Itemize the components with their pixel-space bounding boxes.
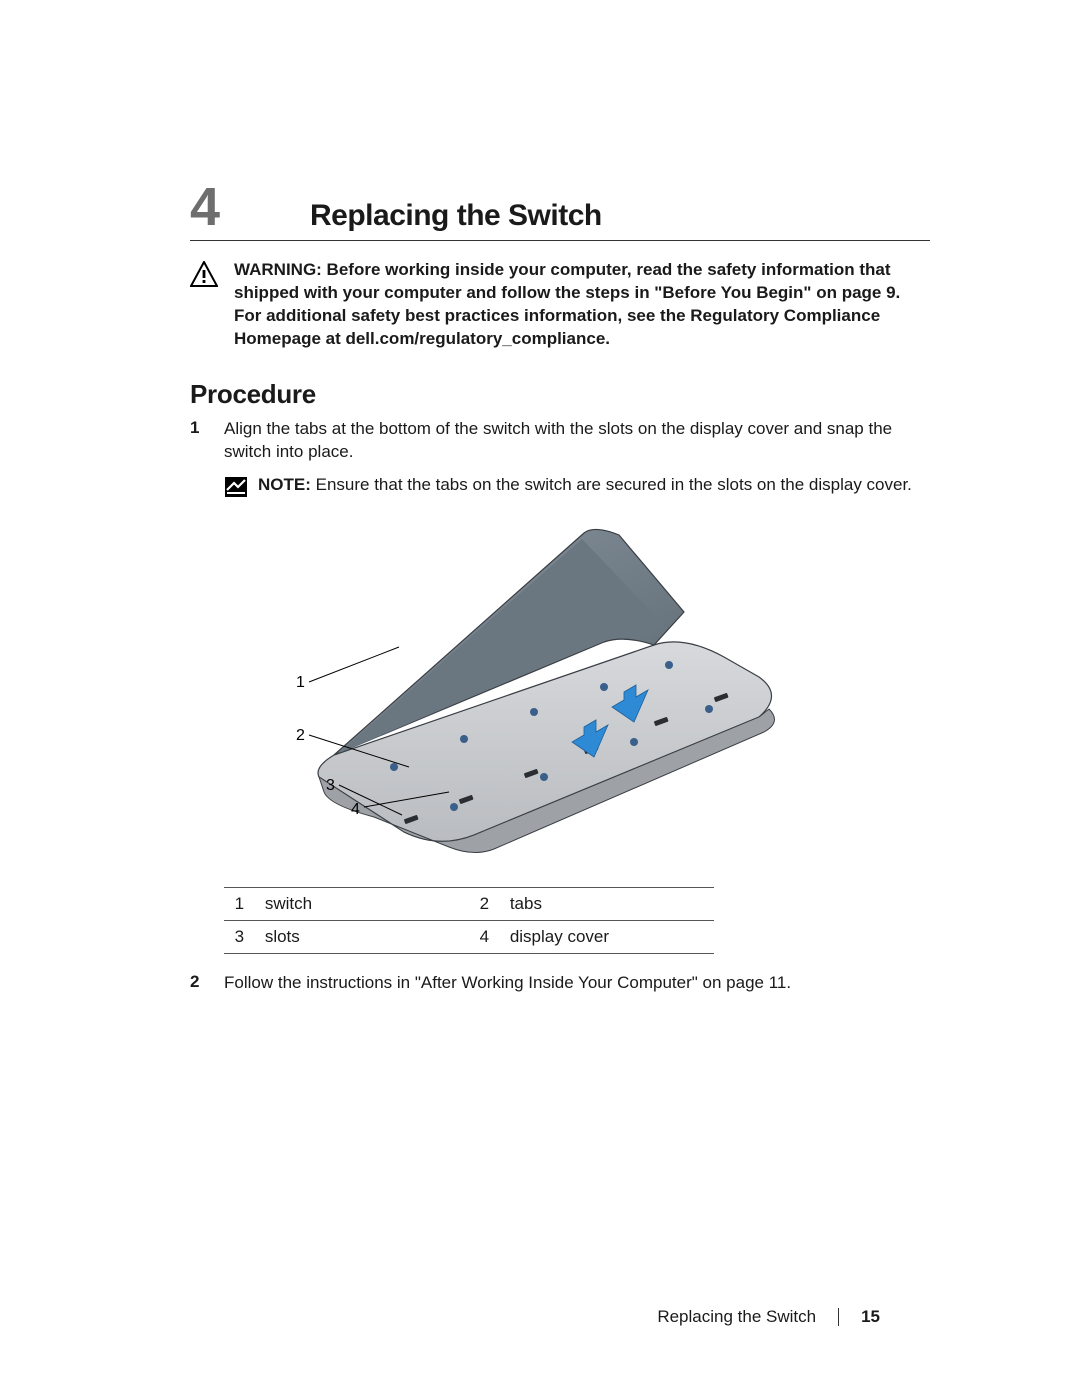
- step-text: Follow the instructions in "After Workin…: [224, 972, 930, 995]
- legend-label: display cover: [510, 920, 714, 953]
- legend-num: 4: [469, 920, 510, 953]
- step-item: 1 Align the tabs at the bottom of the sw…: [190, 418, 930, 464]
- table-row: 3 slots 4 display cover: [224, 920, 714, 953]
- footer-page-number: 15: [861, 1307, 880, 1327]
- callout-1: 1: [296, 674, 305, 691]
- warning-text: WARNING: Before working inside your comp…: [234, 259, 930, 351]
- step-number: 2: [190, 972, 224, 995]
- chapter-header: 4 Replacing the Switch: [190, 180, 930, 241]
- footer-divider: [838, 1308, 839, 1326]
- step-item: 2 Follow the instructions in "After Work…: [190, 972, 930, 995]
- step-text: Align the tabs at the bottom of the swit…: [224, 418, 930, 464]
- chapter-title: Replacing the Switch: [310, 199, 602, 233]
- legend-num: 3: [224, 920, 265, 953]
- callout-2: 2: [296, 727, 305, 744]
- note-block: NOTE: Ensure that the tabs on the switch…: [224, 474, 930, 503]
- note-body: Ensure that the tabs on the switch are s…: [316, 475, 912, 494]
- callout-3: 3: [326, 777, 335, 794]
- chapter-number: 4: [190, 180, 310, 234]
- warning-icon: [190, 259, 234, 351]
- figure: 1 2 3 4: [224, 517, 784, 877]
- legend-label: slots: [265, 920, 469, 953]
- legend-table: 1 switch 2 tabs 3 slots 4 display cover: [224, 887, 714, 954]
- page-footer: Replacing the Switch 15: [657, 1307, 880, 1327]
- step-list: 1 Align the tabs at the bottom of the sw…: [190, 418, 930, 995]
- step-number: 1: [190, 418, 224, 464]
- note-icon: [224, 474, 258, 503]
- note-label: NOTE:: [258, 475, 316, 494]
- diagram-svg: 1 2 3 4: [224, 517, 784, 877]
- legend-num: 2: [469, 887, 510, 920]
- warning-body: Before working inside your computer, rea…: [234, 260, 900, 348]
- table-row: 1 switch 2 tabs: [224, 887, 714, 920]
- callout-4: 4: [351, 801, 360, 818]
- legend-label: tabs: [510, 887, 714, 920]
- legend-label: switch: [265, 887, 469, 920]
- legend-num: 1: [224, 887, 265, 920]
- warning-block: WARNING: Before working inside your comp…: [190, 259, 930, 351]
- document-page: 4 Replacing the Switch WARNING: Before w…: [0, 0, 1080, 1397]
- section-heading: Procedure: [190, 379, 930, 410]
- footer-section: Replacing the Switch: [657, 1307, 816, 1327]
- note-text: NOTE: Ensure that the tabs on the switch…: [258, 474, 912, 503]
- warning-label: WARNING:: [234, 260, 327, 279]
